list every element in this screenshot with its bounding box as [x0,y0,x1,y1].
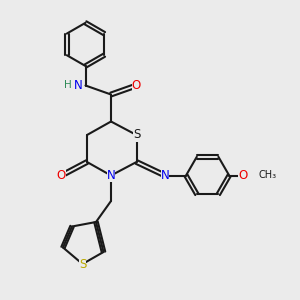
Text: O: O [238,169,247,182]
Text: S: S [133,128,140,142]
Text: O: O [57,169,66,182]
Text: N: N [160,169,169,182]
Text: H: H [64,80,71,91]
Text: O: O [132,79,141,92]
Text: N: N [74,79,82,92]
Text: CH₃: CH₃ [258,169,276,180]
Text: N: N [106,169,116,182]
Text: S: S [79,257,86,271]
